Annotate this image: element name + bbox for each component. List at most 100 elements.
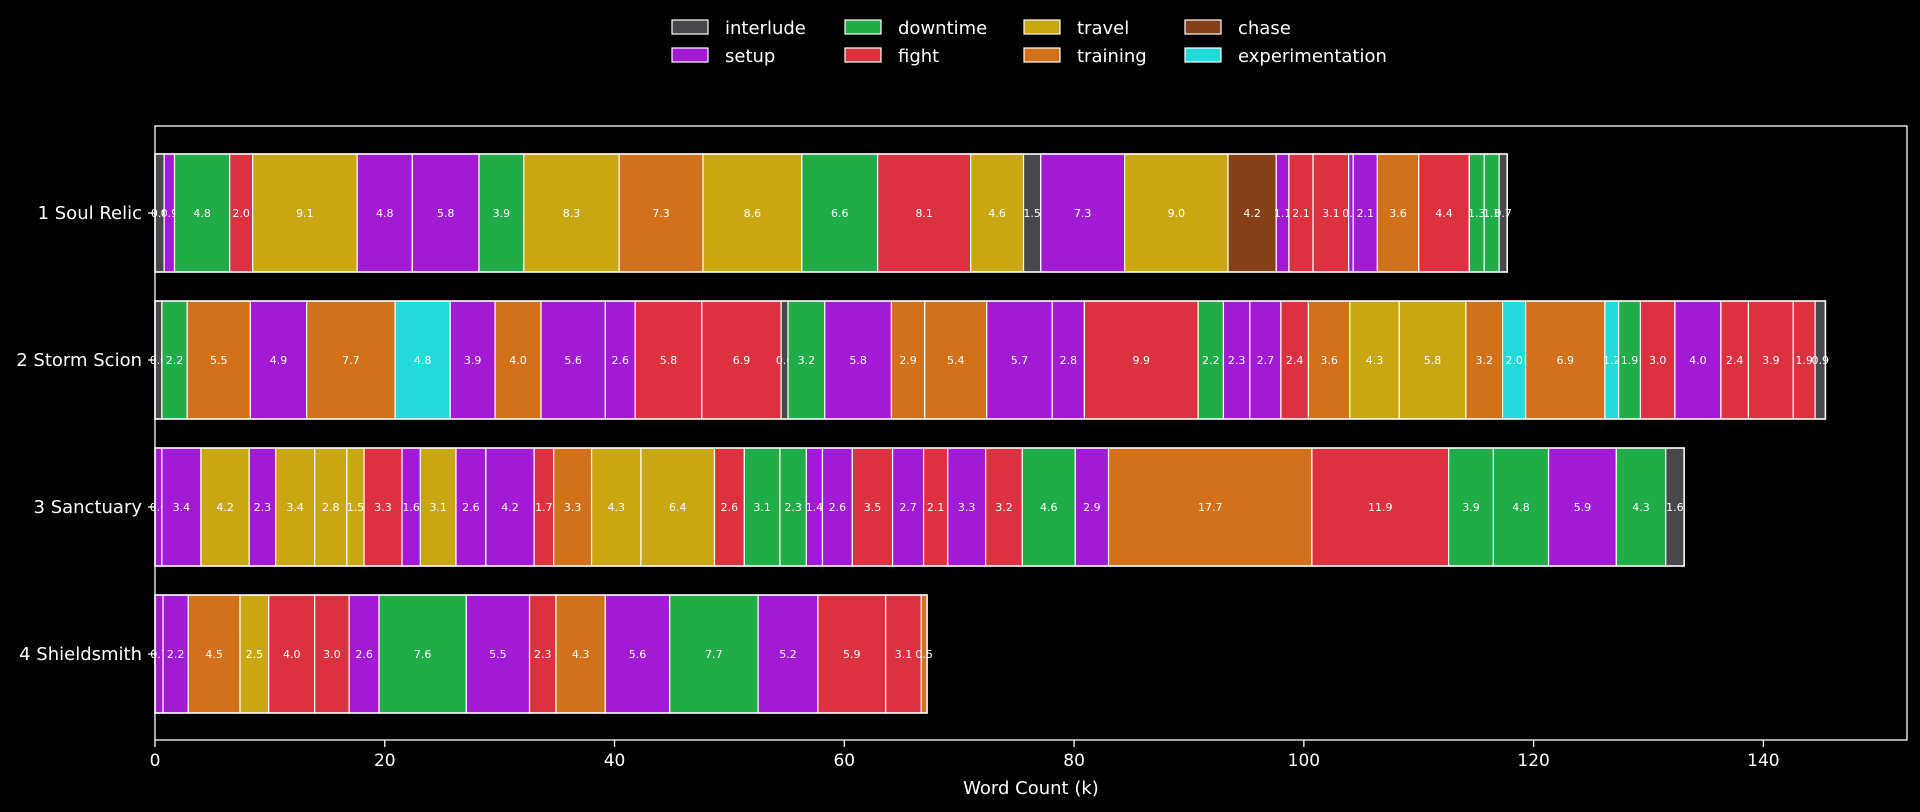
- segment-value-label: 4.6: [1040, 501, 1058, 514]
- segment-value-label: 2.3: [254, 501, 272, 514]
- segment-value-label: 4.2: [501, 501, 519, 514]
- bar-segment-setup: [1040, 153, 1126, 273]
- segment-value-label: 3.9: [1462, 501, 1480, 514]
- segment-value-label: 5.6: [629, 648, 647, 661]
- bar-segment-setup: [449, 300, 496, 420]
- segment-value-label: 4.0: [283, 648, 301, 661]
- bar-segment-setup: [1074, 447, 1110, 567]
- plot-frame: [154, 125, 1908, 741]
- bar-segment-fight: [528, 594, 557, 714]
- segment-value-label: 2.9: [899, 354, 917, 367]
- segment-value-label: 2.3: [784, 501, 802, 514]
- x-tick-label: 40: [604, 751, 626, 771]
- bar-segment-setup: [604, 300, 636, 420]
- bar-segment-travel: [239, 594, 270, 714]
- segment-value-label: 0.7: [1494, 207, 1512, 220]
- y-category-label: 3 Sanctuary: [34, 497, 143, 518]
- legend-item-chase: chase: [1184, 18, 1291, 39]
- segment-value-label: 3.1: [753, 501, 771, 514]
- segment-value-label: 5.9: [843, 648, 861, 661]
- legend-item-downtime: downtime: [844, 18, 987, 39]
- x-tick-label: 100: [1288, 751, 1320, 771]
- bar-segment-setup: [824, 300, 893, 420]
- segment-value-label: 2.8: [322, 501, 340, 514]
- segment-value-label: 4.8: [1512, 501, 1530, 514]
- legend-swatch: [1023, 19, 1061, 35]
- x-tick-label: 140: [1747, 751, 1779, 771]
- segment-value-label: 4.8: [414, 354, 432, 367]
- segment-value-label: 2.2: [167, 648, 185, 661]
- y-category-label: 1 Soul Relic: [38, 203, 142, 224]
- bar-segment-fight: [1639, 300, 1676, 420]
- segment-value-label: 6.4: [669, 501, 687, 514]
- segment-value-label: 9.1: [296, 207, 314, 220]
- bar-segment-downtime: [161, 300, 188, 420]
- bar-segment-setup: [947, 447, 987, 567]
- bar-segment-downtime: [1492, 447, 1550, 567]
- segment-value-label: 7.3: [1074, 207, 1092, 220]
- bar-segment-setup: [757, 594, 819, 714]
- segment-value-label: 2.1: [1292, 207, 1310, 220]
- segment-value-label: 6.9: [733, 354, 751, 367]
- segment-value-label: 1.9: [1621, 354, 1639, 367]
- segment-value-label: 5.2: [779, 648, 797, 661]
- x-tick-label: 80: [1063, 751, 1085, 771]
- y-category-label: 4 Shieldsmith: [19, 644, 142, 665]
- segment-value-label: 2.1: [1357, 207, 1375, 220]
- bar-segment-fight: [877, 153, 972, 273]
- bar-row: 0.62.2 5.5 4.9 7.7 4.8 3.9 4.0 5.6 2.6 5.8 6.9 0.6 3…: [150, 300, 1829, 420]
- bar-segment-fight: [985, 447, 1023, 567]
- segment-value-label: 2.6: [462, 501, 480, 514]
- segment-value-label: 1.6: [402, 501, 420, 514]
- bar-segment-training: [553, 447, 593, 567]
- segment-value-label: 3.1: [1322, 207, 1340, 220]
- segment-value-label: 2.6: [355, 648, 373, 661]
- bar-segment-downtime: [779, 447, 807, 567]
- bar-segment-fight: [1312, 153, 1350, 273]
- legend-swatch: [844, 47, 882, 63]
- bar-segment-downtime: [801, 153, 879, 273]
- bar-segment-setup: [162, 594, 189, 714]
- legend-swatch: [671, 47, 709, 63]
- x-tick-label: 60: [833, 751, 855, 771]
- bar-segment-training: [555, 594, 606, 714]
- segment-value-label: 3.3: [374, 501, 392, 514]
- segment-value-label: 5.6: [564, 354, 582, 367]
- bar-segment-downtime: [743, 447, 781, 567]
- segment-value-label: 3.3: [564, 501, 582, 514]
- segment-value-label: 5.5: [210, 354, 228, 367]
- bar-segment-travel: [314, 447, 348, 567]
- bar-segment-fight: [1280, 300, 1310, 420]
- legend-label: interlude: [725, 18, 806, 39]
- segment-value-label: 4.0: [1689, 354, 1707, 367]
- segment-value-label: 4.6: [988, 207, 1006, 220]
- segment-value-label: 5.8: [660, 354, 678, 367]
- segment-value-label: 2.9: [1083, 501, 1101, 514]
- segment-value-label: 2.7: [899, 501, 917, 514]
- segment-value-label: 6.6: [831, 207, 849, 220]
- segment-value-label: 3.6: [1389, 207, 1407, 220]
- bar-segment-setup: [485, 447, 535, 567]
- segment-value-label: 7.6: [414, 648, 432, 661]
- segment-value-label: 3.0: [1649, 354, 1667, 367]
- segment-value-label: 1.6: [1666, 501, 1684, 514]
- segment-value-label: 8.3: [563, 207, 581, 220]
- legend-label: downtime: [898, 18, 987, 39]
- bar-segment-training: [1524, 300, 1606, 420]
- bar-segment-downtime: [787, 300, 826, 420]
- segment-value-label: 5.4: [947, 354, 965, 367]
- bar-segment-travel: [1349, 300, 1400, 420]
- segment-value-label: 5.5: [489, 648, 507, 661]
- bar-segment-fight: [1083, 300, 1199, 420]
- legend-item-interlude: interlude: [671, 18, 806, 39]
- bar-segment-setup: [1249, 300, 1282, 420]
- segment-value-label: 3.0: [323, 648, 341, 661]
- segment-value-label: 3.5: [864, 501, 882, 514]
- bar-segment-fight: [1720, 300, 1750, 420]
- legend-item-training: training: [1023, 46, 1147, 67]
- segment-value-label: 3.2: [995, 501, 1013, 514]
- segment-value-label: 4.4: [1435, 207, 1453, 220]
- segment-value-label: 2.6: [721, 501, 739, 514]
- segment-value-label: 1.5: [1023, 207, 1041, 220]
